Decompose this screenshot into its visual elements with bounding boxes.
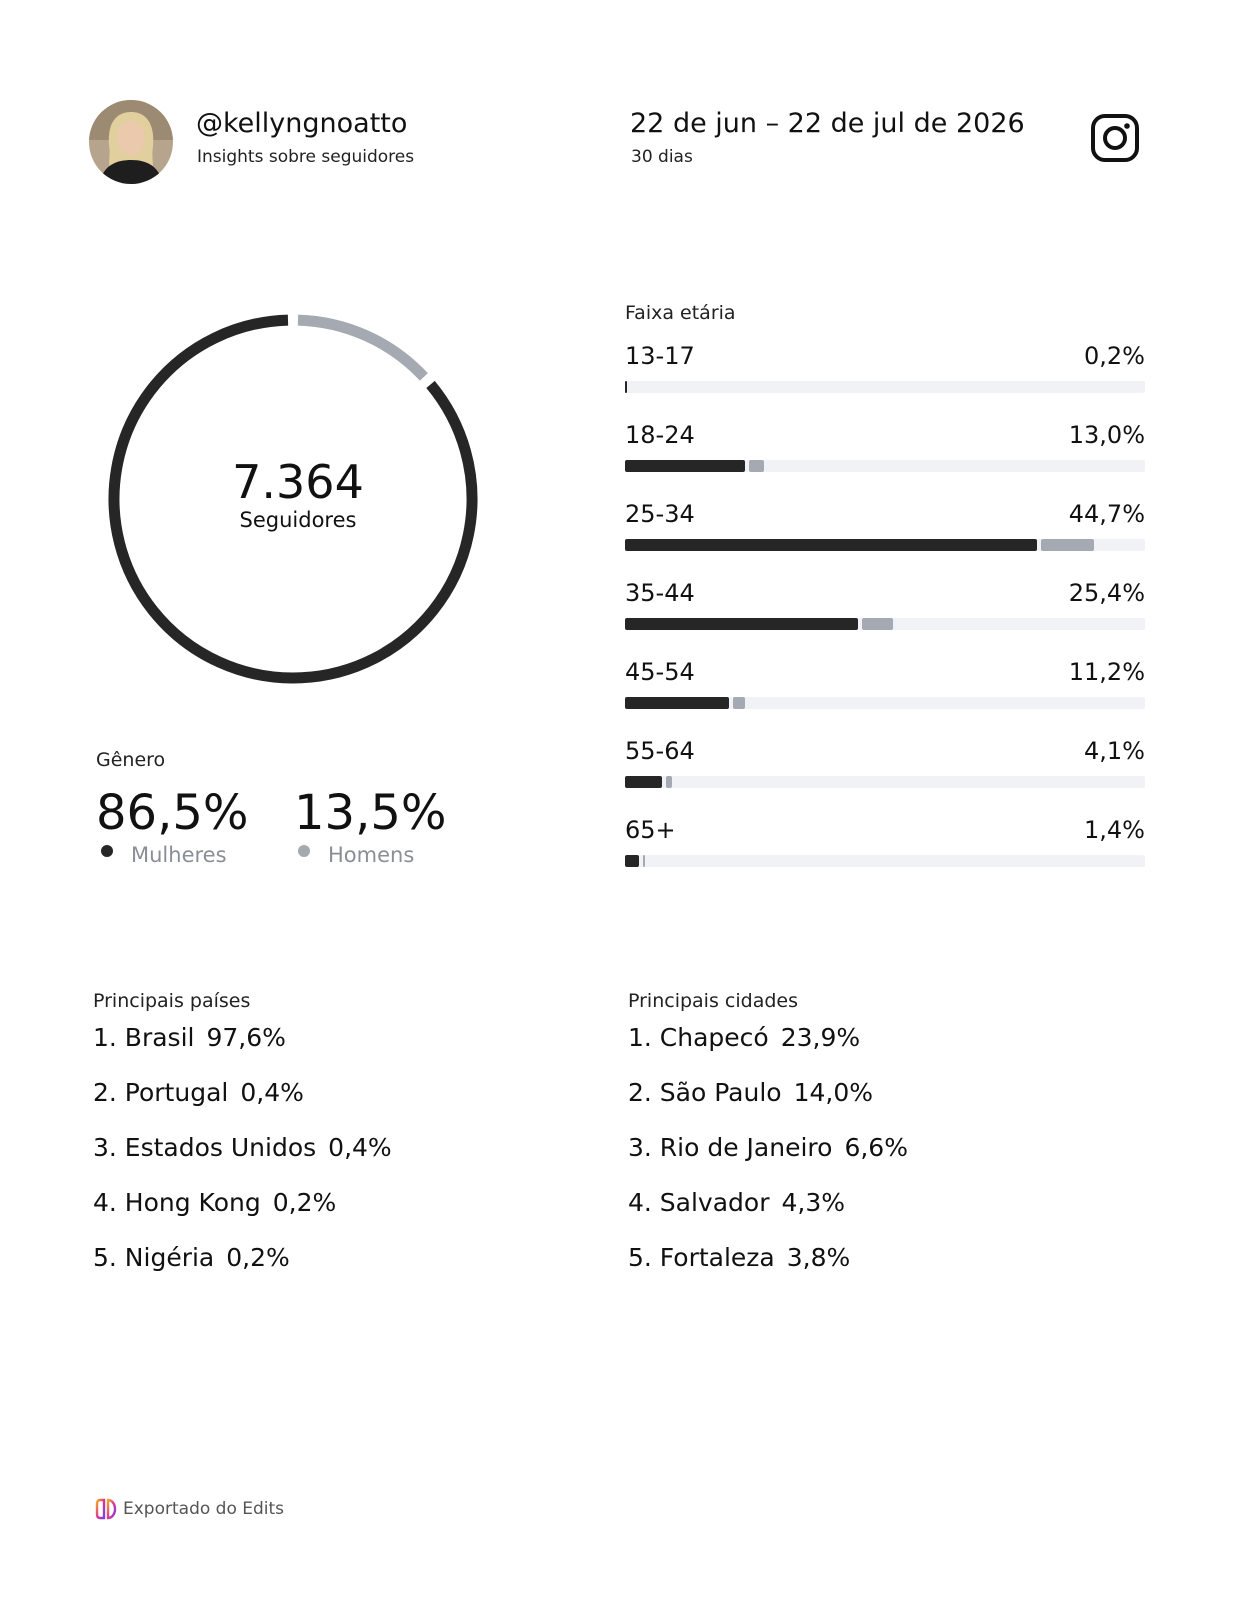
age-bar-track (625, 855, 1145, 867)
age-percent-label: 25,4% (1068, 579, 1145, 607)
age-bar-track (625, 697, 1145, 709)
age-bar-men (861, 618, 894, 630)
age-percent-label: 13,0% (1068, 421, 1145, 449)
age-percent-label: 0,2% (1084, 342, 1145, 370)
gender-women-value: 86,5% (96, 785, 249, 841)
account-handle: @kellyngnoatto (196, 108, 408, 139)
avatar (89, 100, 173, 184)
list-item: 3. Estados Unidos 0,4% (93, 1133, 392, 1188)
profile-photo (89, 100, 173, 184)
country-value: 0,4% (328, 1133, 392, 1162)
age-range-label: 18-24 (625, 421, 695, 449)
gender-women-label: Mulheres (131, 843, 227, 867)
page-subtitle: Insights sobre seguidores (197, 147, 415, 167)
age-bar-women (625, 539, 1037, 551)
followers-donut-chart (108, 314, 478, 684)
footer-text: Exportado do Edits (123, 1499, 285, 1519)
women-legend-dot (101, 845, 113, 857)
age-percent-label: 44,7% (1068, 500, 1145, 528)
city-name: 5. Fortaleza (628, 1243, 775, 1272)
age-row-25-34: 25-34 44,7% (625, 500, 1145, 560)
age-bar-track (625, 381, 1145, 393)
list-item: 2. São Paulo 14,0% (628, 1078, 908, 1133)
country-value: 0,4% (240, 1078, 304, 1107)
age-bar-men (642, 855, 645, 867)
age-bar-women (625, 460, 745, 472)
age-row-55-64: 55-64 4,1% (625, 737, 1145, 797)
country-name: 3. Estados Unidos (93, 1133, 317, 1162)
age-bar-women (625, 381, 628, 393)
age-bar-men (748, 460, 765, 472)
age-row-45-54: 45-54 11,2% (625, 658, 1145, 718)
age-row-35-44: 35-44 25,4% (625, 579, 1145, 639)
cities-title: Principais cidades (628, 990, 798, 1012)
city-name: 4. Salvador (628, 1188, 770, 1217)
age-range-label: 35-44 (625, 579, 695, 607)
list-item: 3. Rio de Janeiro 6,6% (628, 1133, 908, 1188)
list-item: 1. Brasil 97,6% (93, 1023, 392, 1078)
edits-logo-icon (95, 1498, 117, 1520)
age-range-label: 65+ (625, 816, 676, 844)
age-percent-label: 1,4% (1084, 816, 1145, 844)
country-value: 0,2% (272, 1188, 337, 1217)
city-name: 1. Chapecó (628, 1023, 769, 1052)
instagram-icon (1091, 114, 1139, 162)
age-bar-women (625, 855, 639, 867)
cities-list: 1. Chapecó 23,9% 2. São Paulo 14,0% 3. Rio… (628, 1023, 908, 1298)
city-value: 14,0% (793, 1078, 874, 1107)
city-value: 6,6% (844, 1133, 908, 1162)
gender-title: Gênero (96, 749, 166, 771)
age-percent-label: 4,1% (1084, 737, 1145, 765)
age-bar-men (1040, 539, 1094, 551)
country-name: 1. Brasil (93, 1023, 195, 1052)
city-value: 4,3% (781, 1188, 846, 1217)
age-range-label: 45-54 (625, 658, 695, 686)
list-item: 5. Fortaleza 3,8% (628, 1243, 908, 1298)
age-bar-track (625, 460, 1145, 472)
age-range-label: 55-64 (625, 737, 695, 765)
city-name: 3. Rio de Janeiro (628, 1133, 833, 1162)
country-value: 97,6% (206, 1023, 286, 1052)
country-value: 0,2% (226, 1243, 290, 1272)
men-legend-dot (298, 845, 310, 857)
age-row-18-24: 18-24 13,0% (625, 421, 1145, 481)
list-item: 4. Hong Kong 0,2% (93, 1188, 392, 1243)
country-name: 4. Hong Kong (93, 1188, 261, 1217)
list-item: 5. Nigéria 0,2% (93, 1243, 392, 1298)
country-name: 5. Nigéria (93, 1243, 215, 1272)
age-bar-men (733, 697, 746, 709)
list-item: 1. Chapecó 23,9% (628, 1023, 908, 1078)
age-bar-women (625, 618, 858, 630)
age-bar-track (625, 539, 1145, 551)
age-bar-track (625, 776, 1145, 788)
age-bar-men (666, 776, 672, 788)
age-range-label: 25-34 (625, 500, 695, 528)
countries-list: 1. Brasil 97,6% 2. Portugal 0,4% 3. Estado… (93, 1023, 392, 1298)
followers-label: Seguidores (239, 508, 357, 532)
city-value: 23,9% (780, 1023, 861, 1052)
gender-men-value: 13,5% (294, 785, 447, 841)
list-item: 2. Portugal 0,4% (93, 1078, 392, 1133)
country-name: 2. Portugal (93, 1078, 229, 1107)
city-name: 2. São Paulo (628, 1078, 782, 1107)
age-bar-women (625, 776, 663, 788)
age-title: Faixa etária (625, 302, 736, 324)
donut-segment-mulheres (108, 314, 478, 684)
period-label: 30 dias (631, 147, 693, 167)
list-item: 4. Salvador 4,3% (628, 1188, 908, 1243)
age-bar-track (625, 618, 1145, 630)
followers-count: 7.364 (232, 455, 364, 509)
age-row-13-17: 13-17 0,2% (625, 342, 1145, 402)
city-value: 3,8% (786, 1243, 851, 1272)
age-row-65+: 65+ 1,4% (625, 816, 1145, 876)
age-bar-women (625, 697, 729, 709)
date-range: 22 de jun – 22 de jul de 2026 (630, 108, 1025, 139)
age-range-label: 13-17 (625, 342, 695, 370)
countries-title: Principais países (93, 990, 251, 1012)
gender-men-label: Homens (328, 843, 415, 867)
age-percent-label: 11,2% (1068, 658, 1145, 686)
donut-segment-homens (297, 314, 428, 381)
